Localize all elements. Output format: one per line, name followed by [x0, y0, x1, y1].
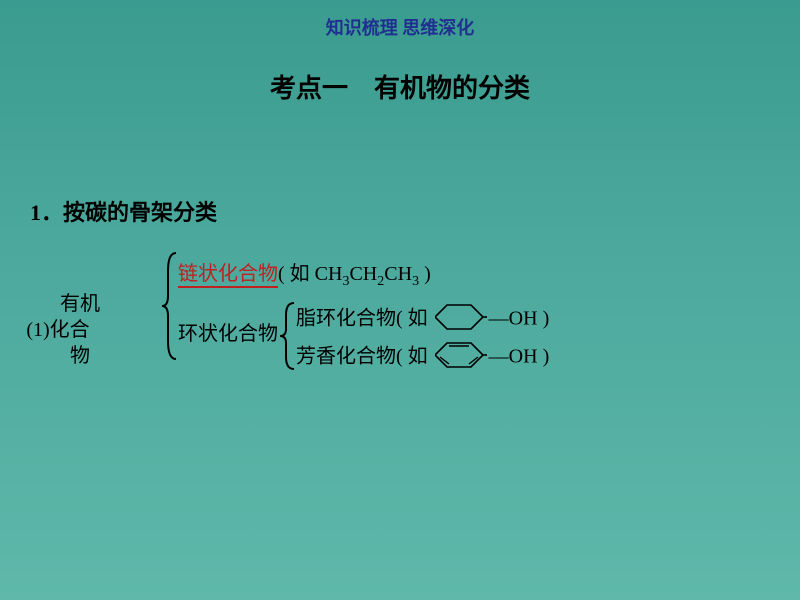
alicyclic-close: )	[538, 308, 550, 330]
f-ch-1: CH	[315, 263, 343, 285]
chain-compound-label: 链状化合物	[178, 263, 278, 288]
aromatic-group: —OH	[489, 346, 538, 368]
root-part-2: (1)化合	[26, 319, 89, 341]
branch-cyclic-label: 环状化合物	[178, 317, 278, 346]
aromatic-label: 芳香化合物( 如	[296, 346, 428, 368]
branch-alicyclic: 脂环化合物( 如 —OH )	[296, 301, 549, 339]
classification-diagram: 有机 (1)化合 物 链状化合物( 如 CH3CH2CH3 ) 环状化合物 脂环…	[30, 251, 800, 431]
section-text: 1．按碳的骨架分类	[30, 200, 217, 225]
f-ch-2: CH	[349, 263, 377, 285]
section-heading: 1．按碳的骨架分类	[30, 195, 800, 227]
slide-title: 考点一 有机物的分类	[0, 68, 800, 105]
title-text: 考点一 有机物的分类	[270, 74, 530, 103]
brace-level-2	[278, 301, 298, 377]
brace-level-1	[160, 251, 180, 367]
chain-example-open: ( 如	[278, 263, 315, 285]
alicyclic-group: —OH	[489, 308, 538, 330]
root-part-1: 有机	[60, 293, 100, 315]
alicyclic-label: 脂环化合物( 如	[296, 308, 428, 330]
f-3-2: 3	[412, 274, 419, 289]
root-part-3: 物	[70, 345, 90, 367]
branch-aromatic: 芳香化合物( 如 —OH )	[296, 339, 549, 377]
cyclohexane-icon	[435, 301, 487, 339]
benzene-icon	[435, 339, 487, 377]
f-ch-3: CH	[384, 263, 412, 285]
slide-header: 知识梳理 思维深化	[0, 0, 800, 40]
header-text: 知识梳理 思维深化	[326, 18, 475, 38]
chain-example-close: )	[419, 263, 431, 285]
root-label: 有机 (1)化合 物	[60, 291, 100, 369]
branch-chain: 链状化合物( 如 CH3CH2CH3 )	[178, 257, 431, 290]
formula-propane: CH3CH2CH3	[315, 263, 419, 285]
aromatic-close: )	[538, 346, 550, 368]
cyclic-compound-label: 环状化合物	[178, 323, 278, 345]
